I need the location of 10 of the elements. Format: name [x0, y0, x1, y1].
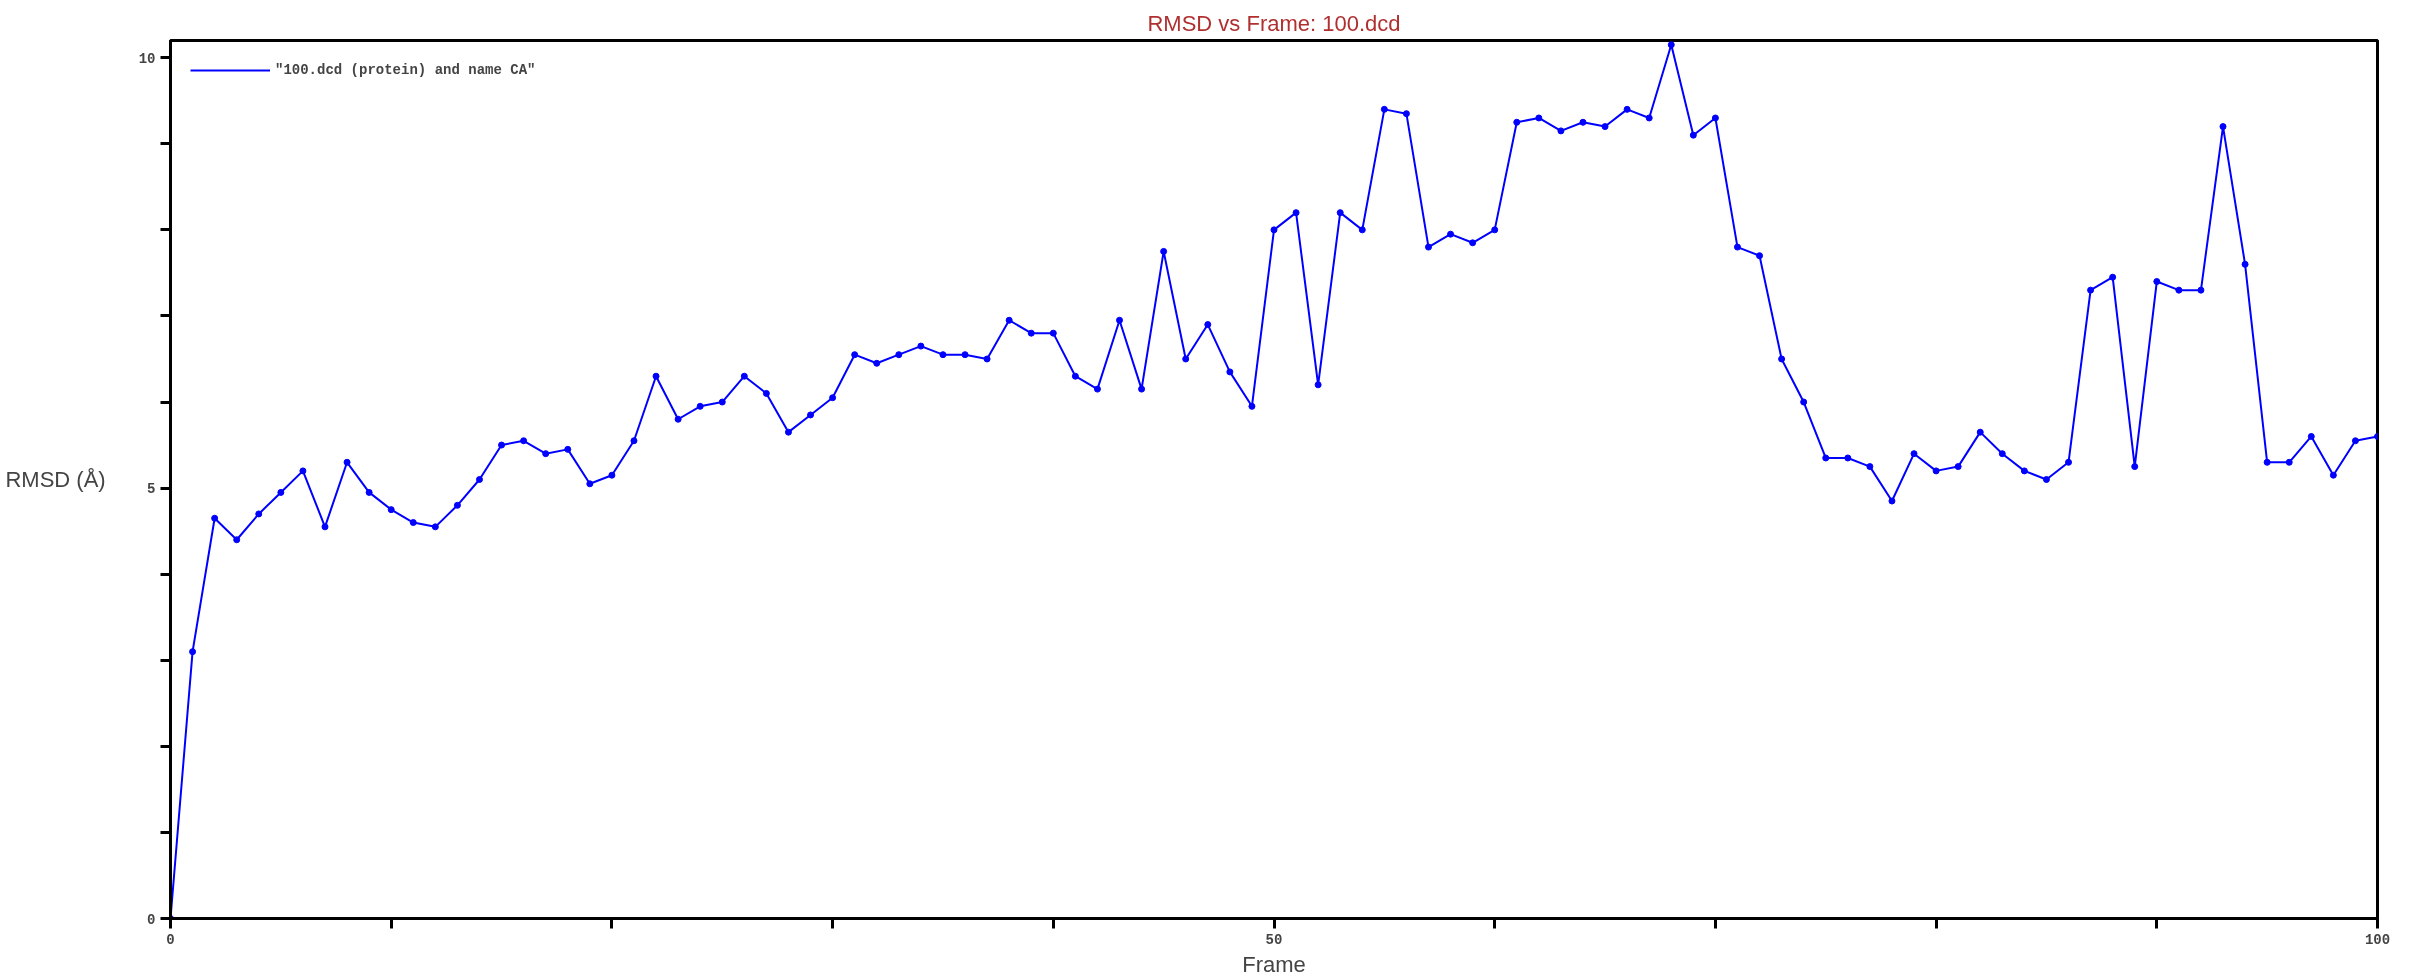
- y-tick-label: 0: [147, 911, 156, 928]
- chart-title: RMSD vs Frame: 100.dcd: [1147, 10, 1401, 36]
- x-tick-label: 0: [166, 931, 175, 948]
- text: "100.dcd (protein) and name CA": [275, 62, 536, 78]
- x-axis-title: Frame: [1242, 951, 1306, 977]
- y-axis-title: RMSD (Å): [5, 467, 106, 492]
- x-tick-label: 100: [2364, 931, 2391, 948]
- y-tick-label: 5: [147, 481, 156, 498]
- y-tick-label: 10: [138, 50, 156, 67]
- x-tick-label: 50: [1265, 931, 1283, 948]
